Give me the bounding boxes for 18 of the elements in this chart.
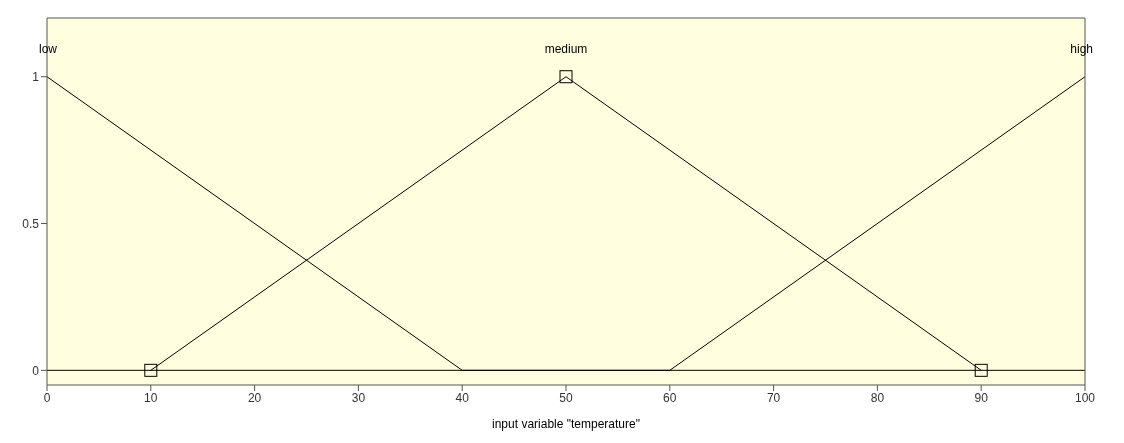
x-tick-label: 50 bbox=[559, 390, 573, 405]
x-tick-label: 30 bbox=[351, 390, 366, 405]
x-tick-label: 80 bbox=[870, 390, 885, 405]
x-tick-label: 40 bbox=[455, 390, 470, 405]
x-tick-label: 0 bbox=[43, 390, 51, 405]
y-tick-label: 0.5 bbox=[22, 216, 40, 231]
x-tick-label: 100 bbox=[1074, 390, 1096, 405]
y-tick-label: 0 bbox=[32, 363, 40, 378]
x-tick-label: 90 bbox=[974, 390, 989, 405]
x-tick-label: 10 bbox=[144, 390, 158, 405]
x-tick-label: 20 bbox=[247, 390, 262, 405]
series-label: low bbox=[39, 41, 58, 56]
x-axis-title: input variable "temperature" bbox=[492, 417, 640, 431]
x-tick-label: 70 bbox=[766, 390, 781, 405]
series-label: high bbox=[1070, 41, 1093, 56]
series-label: medium bbox=[544, 41, 588, 56]
x-tick-label: 60 bbox=[663, 390, 677, 405]
y-tick-label: 1 bbox=[32, 69, 40, 84]
